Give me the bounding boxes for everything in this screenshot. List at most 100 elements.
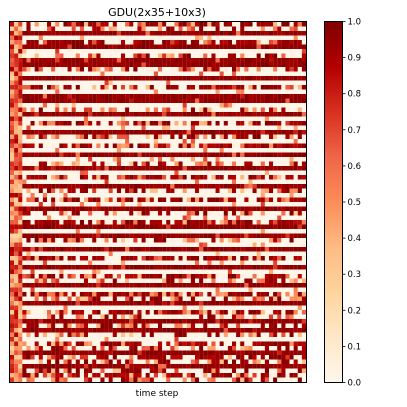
heatmap-cell bbox=[92, 130, 97, 135]
heatmap-cell bbox=[211, 175, 216, 180]
heatmap-cell bbox=[141, 328, 146, 333]
heatmap-cell bbox=[207, 269, 212, 275]
heatmap-cell bbox=[75, 197, 80, 203]
heatmap-cell bbox=[108, 229, 113, 234]
heatmap-cell bbox=[170, 152, 175, 158]
heatmap-cell bbox=[285, 319, 290, 324]
heatmap-cell bbox=[199, 166, 204, 171]
heatmap-cell bbox=[182, 157, 187, 162]
heatmap-cell bbox=[38, 76, 43, 81]
heatmap-cell bbox=[18, 80, 23, 86]
heatmap-cell bbox=[289, 76, 294, 81]
heatmap-cell bbox=[182, 85, 187, 90]
heatmap-cell bbox=[260, 206, 265, 212]
heatmap-cell bbox=[162, 44, 167, 50]
heatmap-cell bbox=[26, 157, 31, 162]
heatmap-cell bbox=[125, 292, 130, 297]
heatmap-cell bbox=[162, 274, 167, 279]
heatmap-cell bbox=[232, 94, 237, 99]
heatmap-cell bbox=[195, 301, 200, 306]
heatmap-cell bbox=[141, 58, 146, 63]
heatmap-cell bbox=[186, 112, 191, 117]
heatmap-cell bbox=[88, 121, 93, 126]
heatmap-cell bbox=[100, 58, 105, 63]
heatmap-cell bbox=[203, 125, 208, 131]
heatmap-cell bbox=[112, 274, 117, 279]
heatmap-cell bbox=[232, 251, 237, 257]
heatmap-cell bbox=[203, 40, 208, 45]
heatmap-cell bbox=[30, 130, 35, 135]
heatmap-cell bbox=[153, 26, 159, 32]
heatmap-cell bbox=[92, 193, 97, 198]
heatmap-cell bbox=[75, 184, 80, 189]
heatmap-cell bbox=[244, 238, 249, 243]
heatmap-cell bbox=[153, 31, 159, 36]
heatmap-cell bbox=[162, 188, 167, 194]
heatmap-cell bbox=[260, 134, 265, 140]
heatmap-cell bbox=[285, 283, 290, 288]
heatmap-cell bbox=[178, 53, 183, 59]
heatmap-cell bbox=[121, 130, 126, 135]
heatmap-cell bbox=[211, 224, 216, 230]
heatmap-cell bbox=[116, 242, 122, 248]
heatmap-cell bbox=[92, 314, 97, 320]
heatmap-cell bbox=[141, 35, 146, 41]
heatmap-cell bbox=[42, 323, 48, 329]
heatmap-cell bbox=[236, 323, 241, 329]
heatmap-cell bbox=[92, 238, 97, 243]
heatmap-cell bbox=[63, 71, 68, 77]
heatmap-cell bbox=[223, 256, 228, 261]
heatmap-cell bbox=[26, 152, 31, 158]
heatmap-cell bbox=[285, 251, 290, 257]
heatmap-cell bbox=[59, 202, 64, 207]
heatmap-cell bbox=[129, 274, 134, 279]
heatmap-cell bbox=[38, 157, 43, 162]
heatmap-cell bbox=[277, 292, 282, 297]
heatmap-cell bbox=[26, 211, 31, 216]
heatmap-cell bbox=[264, 166, 270, 171]
heatmap-cell bbox=[88, 323, 93, 329]
heatmap-cell bbox=[277, 179, 282, 185]
heatmap-cell bbox=[297, 269, 302, 275]
heatmap-cell bbox=[108, 256, 113, 261]
heatmap-cell bbox=[63, 22, 68, 27]
heatmap-cell bbox=[223, 53, 228, 59]
heatmap-cell bbox=[104, 170, 109, 176]
heatmap-cell bbox=[207, 53, 212, 59]
heatmap-cell bbox=[88, 206, 93, 212]
heatmap-cell bbox=[203, 247, 208, 252]
heatmap-cell bbox=[55, 202, 60, 207]
heatmap-cell bbox=[162, 49, 167, 54]
heatmap-cell bbox=[141, 22, 146, 27]
heatmap-cell bbox=[240, 323, 245, 329]
heatmap-cell bbox=[112, 35, 117, 41]
heatmap-cell bbox=[215, 22, 220, 27]
heatmap-cell bbox=[281, 130, 286, 135]
heatmap-cell bbox=[149, 278, 154, 284]
heatmap-cell bbox=[34, 238, 39, 243]
heatmap-cell bbox=[121, 76, 126, 81]
heatmap-cell bbox=[112, 251, 117, 257]
heatmap-cell bbox=[203, 170, 208, 176]
heatmap-cell bbox=[79, 53, 85, 59]
heatmap-cell bbox=[285, 125, 290, 131]
heatmap-cell bbox=[277, 265, 282, 270]
heatmap-cell bbox=[293, 44, 298, 50]
heatmap-cell bbox=[59, 112, 64, 117]
heatmap-cell bbox=[145, 220, 150, 225]
heatmap-cell bbox=[14, 188, 19, 194]
heatmap-cell bbox=[10, 44, 15, 50]
heatmap-cell bbox=[145, 40, 150, 45]
heatmap-cell bbox=[252, 301, 257, 306]
heatmap-cell bbox=[182, 121, 187, 126]
heatmap-cell bbox=[190, 206, 196, 212]
heatmap-cell bbox=[121, 296, 126, 302]
heatmap-cell bbox=[260, 139, 265, 144]
heatmap-cell bbox=[153, 53, 159, 59]
heatmap-cell bbox=[215, 53, 220, 59]
heatmap-cell bbox=[100, 26, 105, 32]
heatmap-cell bbox=[252, 49, 257, 54]
heatmap-cell bbox=[137, 220, 142, 225]
heatmap-cell bbox=[112, 166, 117, 171]
heatmap-cell bbox=[22, 175, 27, 180]
